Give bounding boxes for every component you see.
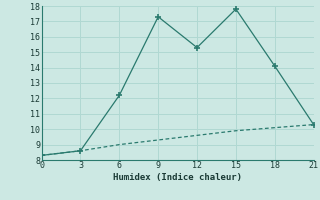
X-axis label: Humidex (Indice chaleur): Humidex (Indice chaleur) bbox=[113, 173, 242, 182]
